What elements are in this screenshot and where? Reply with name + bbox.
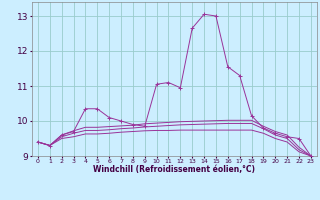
X-axis label: Windchill (Refroidissement éolien,°C): Windchill (Refroidissement éolien,°C) <box>93 165 255 174</box>
